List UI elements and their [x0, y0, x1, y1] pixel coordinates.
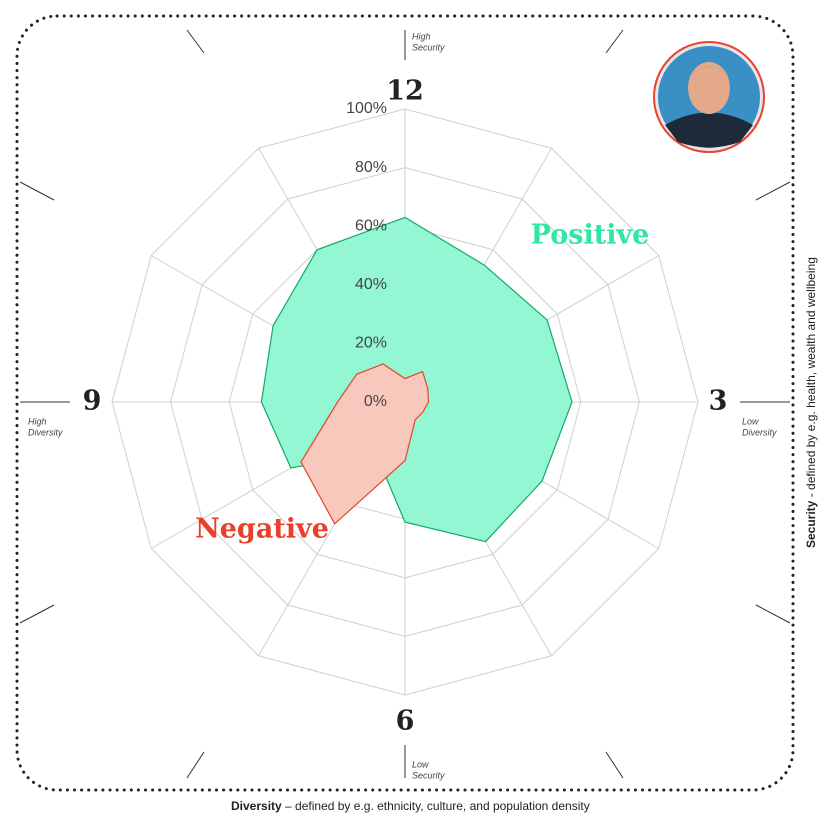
r-tick-label: 20%: [355, 335, 387, 352]
axis-note: High: [28, 416, 47, 426]
y-axis-title: Security - defined by e.g. health, wealt…: [804, 257, 818, 548]
frame-ticks: [19, 29, 791, 779]
r-tick-label: 0%: [364, 393, 387, 410]
frame: [15, 14, 795, 792]
r-tick-label: 100%: [346, 100, 387, 117]
x-axis-title: Diversity – defined by e.g. ethnicity, c…: [231, 799, 590, 813]
axis-note: Diversity: [28, 427, 63, 437]
y-axis-title-bold: Security: [804, 500, 818, 548]
series-label: Positive: [531, 220, 650, 251]
axis-note: Low: [742, 416, 759, 426]
clock-label: 9: [83, 386, 102, 417]
x-axis-title-text: – defined by e.g. ethnicity, culture, an…: [285, 799, 590, 813]
series-area: [300, 363, 430, 525]
y-axis-title-text: - defined by e.g. health, wealth and wel…: [804, 257, 818, 497]
clock-label: 3: [709, 386, 728, 417]
series-label: Negative: [195, 514, 329, 545]
r-tick-label: 80%: [355, 159, 387, 176]
r-tick-label: 60%: [355, 217, 387, 234]
avatar: [653, 41, 765, 153]
r-tick-label: 40%: [355, 276, 387, 293]
x-axis-title-bold: Diversity: [231, 799, 282, 813]
axis-note: Low: [412, 759, 429, 769]
axis-note: High: [412, 31, 431, 41]
clock-label: 12: [386, 76, 424, 107]
axis-note: Security: [412, 42, 445, 52]
clock-label: 6: [396, 706, 415, 737]
axis-note: Security: [412, 770, 445, 780]
axis-note: Diversity: [742, 427, 777, 437]
